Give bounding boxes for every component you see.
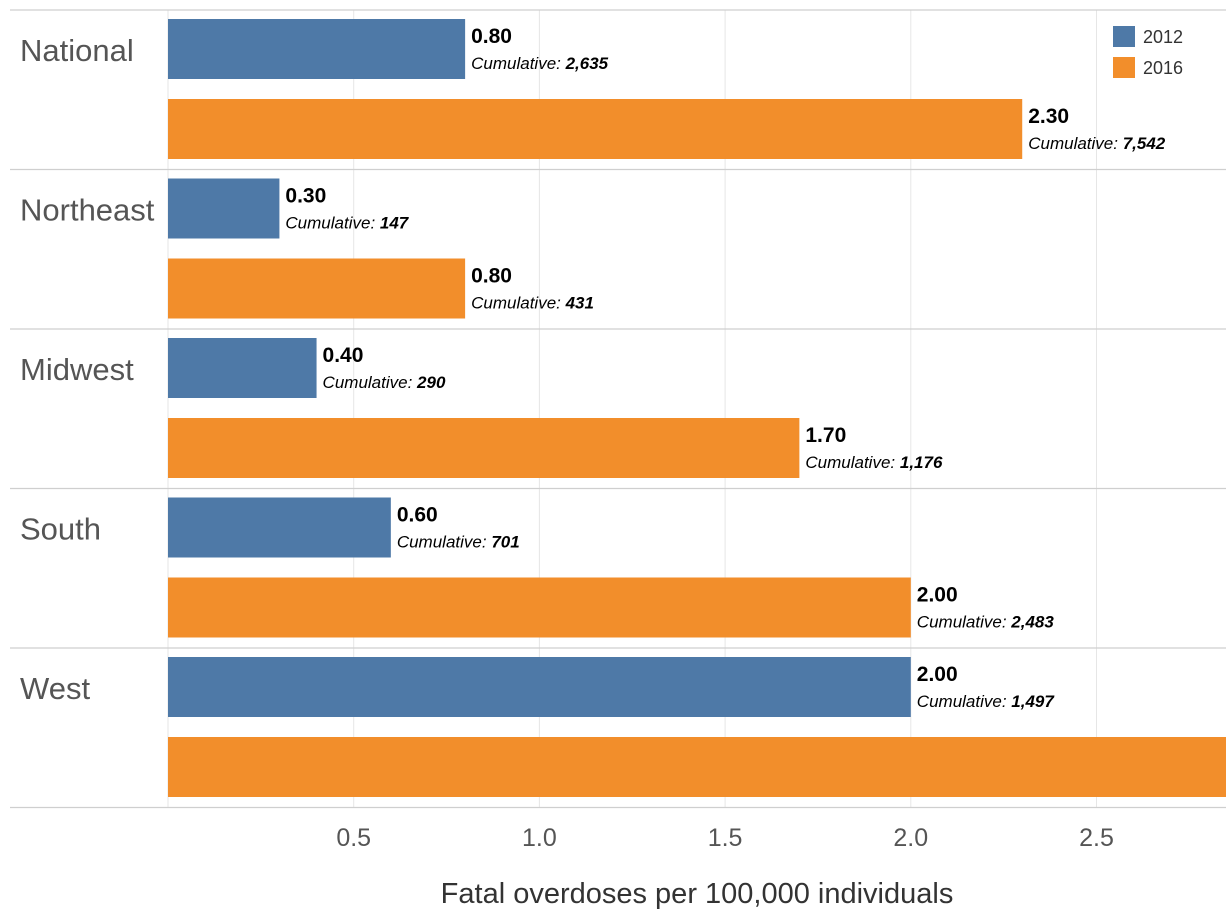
- category-label: Midwest: [20, 352, 134, 387]
- tick-label: 2.5: [1079, 824, 1114, 852]
- value-label: 2.30: [1028, 105, 1069, 128]
- legend-swatch: [1113, 57, 1135, 78]
- tick-label: 1.0: [522, 824, 557, 852]
- value-label: 0.30: [285, 185, 326, 208]
- cumulative-label: Cumulative: 2,635: [471, 54, 609, 73]
- bar-2012-west: [168, 657, 911, 717]
- cumulative-label: Cumulative: 1,497: [917, 692, 1056, 711]
- category-labels: National Northeast Midwest South West: [20, 33, 155, 706]
- category-separators: [10, 9, 1226, 809]
- cumulative-label: Cumulative: 147: [285, 214, 409, 233]
- bar-2012-northeast: [168, 178, 280, 239]
- bar-2012-south: [168, 497, 391, 558]
- tick-label: 0.5: [336, 824, 371, 852]
- x-axis-title: Fatal overdoses per 100,000 individuals: [441, 878, 954, 909]
- cumulative-label: Cumulative: 431: [471, 294, 594, 313]
- value-label: 0.40: [323, 344, 364, 367]
- category-label: National: [20, 33, 134, 68]
- category-label: Northeast: [20, 193, 155, 228]
- value-label: 0.60: [397, 504, 438, 527]
- cumulative-label: Cumulative: 1,176: [805, 453, 943, 472]
- value-label: 0.80: [471, 25, 512, 48]
- legend-label: 2016: [1143, 58, 1183, 78]
- value-label: 0.80: [471, 265, 512, 288]
- cumulative-label: Cumulative: 7,542: [1028, 134, 1166, 153]
- bar-2016-northeast: [168, 258, 466, 319]
- bar-2016-south: [168, 577, 911, 638]
- bar-2012-national: [168, 19, 466, 79]
- cumulative-label: Cumulative: 290: [323, 373, 446, 392]
- category-label: West: [20, 671, 90, 706]
- value-label: 2.00: [917, 663, 958, 686]
- value-label: 1.70: [805, 424, 846, 447]
- bars: [168, 19, 1226, 797]
- value-label: 2.00: [917, 584, 958, 607]
- cumulative-label: Cumulative: 701: [397, 533, 520, 552]
- legend-swatch: [1113, 26, 1135, 47]
- cumulative-label: Cumulative: 2,483: [917, 613, 1055, 632]
- bar-2016-west: [168, 737, 1226, 797]
- bar-2016-midwest: [168, 418, 800, 478]
- x-axis-ticks: 0.51.01.52.02.53.03.54.04.55.05.5: [336, 824, 1114, 852]
- bar-2016-national: [168, 99, 1023, 159]
- legend-label: 2012: [1143, 27, 1183, 47]
- category-label: South: [20, 512, 101, 547]
- legend: 2012 2016: [1113, 26, 1183, 78]
- bar-2012-midwest: [168, 338, 317, 398]
- tick-label: 2.0: [893, 824, 928, 852]
- data-labels: 0.80 Cumulative: 2,635 2.30 Cumulative: 7,5…: [285, 25, 1166, 711]
- tick-label: 1.5: [708, 824, 743, 852]
